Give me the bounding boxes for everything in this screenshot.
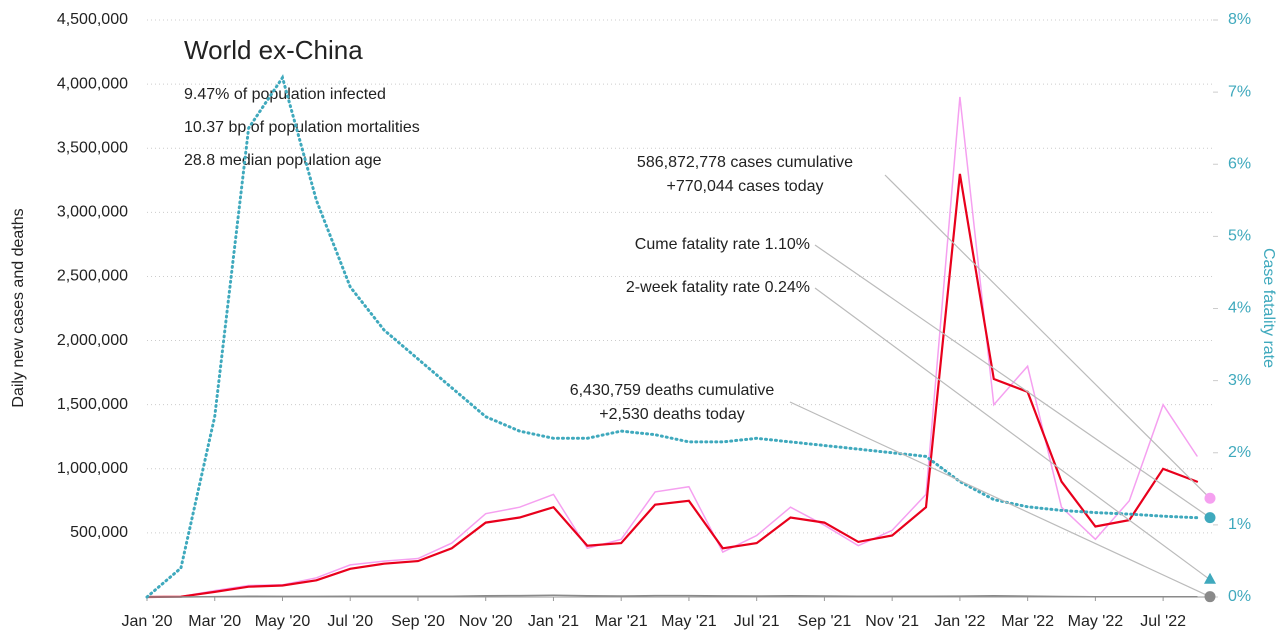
x-tick-label: Jan '21 (528, 613, 579, 630)
x-tick-label: Nov '21 (865, 613, 919, 630)
end-marker (1204, 492, 1216, 504)
end-marker (1204, 591, 1216, 603)
y2-tick-label: 8% (1228, 11, 1251, 28)
x-tick-label: Jul '20 (327, 613, 373, 630)
x-tick-label: May '20 (255, 613, 311, 630)
chart-title: World ex-China (184, 35, 363, 65)
y2-tick-label: 6% (1228, 155, 1251, 172)
y-tick-label: 4,500,000 (57, 11, 128, 28)
y-tick-label: 1,500,000 (57, 396, 128, 413)
annotation: Cume fatality rate 1.10% (635, 236, 810, 253)
subtitle: 28.8 median population age (184, 152, 382, 169)
y2-tick-label: 0% (1228, 588, 1251, 605)
series-line (145, 74, 1199, 599)
leader-line (884, 174, 1211, 499)
leader-line (814, 244, 1211, 519)
series-line (146, 594, 1198, 598)
x-tick-label: Sep '21 (798, 613, 852, 630)
subtitle: 9.47% of population infected (184, 86, 386, 103)
end-marker (1204, 572, 1216, 584)
y-tick-label: 2,000,000 (57, 332, 128, 349)
leader-line (814, 287, 1211, 581)
x-tick-label: Mar '22 (1001, 613, 1054, 630)
annotation: +2,530 deaths today (599, 406, 744, 423)
series-line (146, 96, 1198, 598)
y-tick-label: 500,000 (70, 524, 128, 541)
x-tick-label: Jan '20 (121, 613, 172, 630)
y-tick-label: 3,000,000 (57, 204, 128, 221)
x-tick-label: May '22 (1068, 613, 1124, 630)
y-axis-label: Daily new cases and deaths (10, 208, 27, 407)
y2-tick-label: 2% (1228, 444, 1251, 461)
y-tick-label: 3,500,000 (57, 139, 128, 156)
y-tick-label: 4,000,000 (57, 75, 128, 92)
annotation: 6,430,759 deaths cumulative (570, 382, 775, 399)
y2-tick-label: 1% (1228, 516, 1251, 533)
annotation: 2-week fatality rate 0.24% (626, 279, 810, 296)
x-tick-label: Jul '21 (734, 613, 780, 630)
subtitle: 10.37 bp of population mortalities (184, 119, 420, 136)
leader-line (789, 401, 1211, 598)
y-tick-label: 2,500,000 (57, 268, 128, 285)
y-tick-label: 1,000,000 (57, 460, 128, 477)
series-line (145, 173, 1199, 599)
y2-tick-label: 7% (1228, 83, 1251, 100)
y2-tick-label: 3% (1228, 372, 1251, 389)
y2-tick-label: 4% (1228, 300, 1251, 317)
x-tick-label: Jul '22 (1140, 613, 1186, 630)
x-tick-label: Sep '20 (391, 613, 445, 630)
end-marker (1204, 512, 1216, 524)
y2-axis-label: Case fatality rate (1260, 248, 1277, 368)
x-tick-label: May '21 (661, 613, 717, 630)
y2-tick-label: 5% (1228, 228, 1251, 245)
x-tick-label: Nov '20 (459, 613, 513, 630)
x-tick-label: Mar '20 (188, 613, 241, 630)
x-tick-label: Mar '21 (595, 613, 648, 630)
annotation: 586,872,778 cases cumulative (637, 154, 853, 171)
annotation: +770,044 cases today (666, 178, 823, 195)
x-tick-label: Jan '22 (934, 613, 985, 630)
